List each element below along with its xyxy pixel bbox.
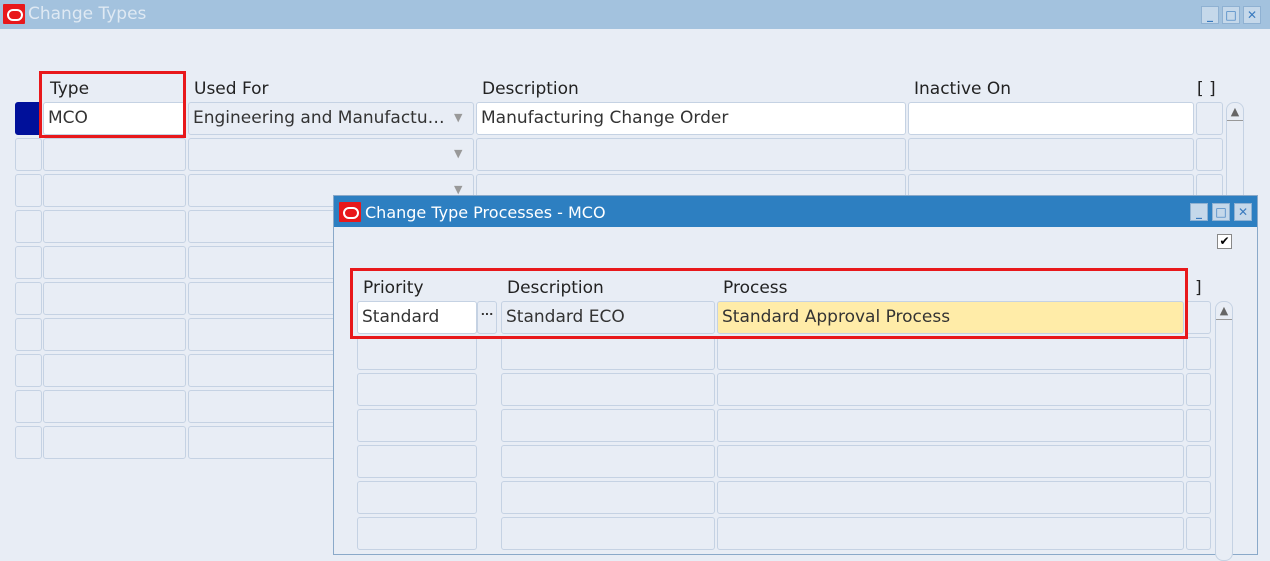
- type-field[interactable]: [43, 138, 186, 171]
- priority-field[interactable]: [357, 409, 477, 442]
- dialog-title-bar: Change Type Processes - MCO _ □ ✕: [334, 196, 1257, 227]
- type-field[interactable]: [43, 318, 186, 351]
- used-for-select[interactable]: [188, 138, 474, 171]
- dropdown-arrow-icon[interactable]: ▼: [454, 111, 463, 124]
- process-field[interactable]: [717, 373, 1184, 406]
- highlight-box-process: [350, 268, 1188, 339]
- priority-field[interactable]: [357, 481, 477, 514]
- dialog-checkbox[interactable]: ✔: [1217, 234, 1232, 249]
- dropdown-arrow-icon[interactable]: ▼: [454, 183, 463, 196]
- record-indicator[interactable]: [15, 102, 42, 135]
- record-indicator[interactable]: [15, 210, 42, 243]
- flex-field[interactable]: [1186, 517, 1211, 550]
- flex-field[interactable]: [1186, 301, 1211, 334]
- col-type-header: Type: [50, 79, 90, 99]
- process-field[interactable]: Standard Approval Process: [717, 301, 1184, 334]
- col-priority-header: Priority: [363, 278, 424, 298]
- window-title: Change Types: [28, 4, 147, 24]
- type-field[interactable]: [43, 354, 186, 387]
- record-indicator[interactable]: [15, 354, 42, 387]
- close-button[interactable]: ✕: [1243, 6, 1261, 24]
- minimize-button[interactable]: _: [1201, 6, 1219, 24]
- dialog-title: Change Type Processes - MCO: [365, 203, 606, 222]
- scroll-up-icon[interactable]: ▲: [1227, 103, 1243, 121]
- col-description-header: Description: [507, 278, 604, 298]
- dialog-maximize-button[interactable]: □: [1212, 203, 1230, 221]
- type-field[interactable]: [43, 210, 186, 243]
- type-field[interactable]: [43, 246, 186, 279]
- priority-field[interactable]: [357, 445, 477, 478]
- description-field[interactable]: [476, 138, 906, 171]
- flex-field[interactable]: [1186, 445, 1211, 478]
- flex-field[interactable]: [1196, 102, 1223, 135]
- flex-field[interactable]: [1186, 481, 1211, 514]
- oracle-logo-icon: [3, 4, 25, 24]
- inactive-on-field[interactable]: [908, 138, 1194, 171]
- type-field[interactable]: [43, 282, 186, 315]
- flex-field-header: ]: [1195, 278, 1202, 298]
- record-indicator[interactable]: [15, 426, 42, 459]
- col-process-header: Process: [723, 278, 788, 298]
- description-field[interactable]: [501, 409, 715, 442]
- lov-button[interactable]: ...: [477, 301, 497, 334]
- flex-field[interactable]: [1186, 409, 1211, 442]
- description-field[interactable]: Standard ECO: [501, 301, 715, 334]
- type-field[interactable]: [43, 390, 186, 423]
- description-field[interactable]: [501, 445, 715, 478]
- flex-field[interactable]: [1186, 373, 1211, 406]
- description-field[interactable]: [501, 517, 715, 550]
- record-indicator[interactable]: [15, 390, 42, 423]
- process-field[interactable]: [717, 517, 1184, 550]
- change-type-processes-dialog: Change Type Processes - MCO _ □ ✕ ✔ Prio…: [333, 195, 1258, 561]
- process-field[interactable]: [717, 445, 1184, 478]
- record-indicator[interactable]: [15, 282, 42, 315]
- priority-field[interactable]: [357, 517, 477, 550]
- oracle-logo-icon: [339, 202, 361, 222]
- description-field[interactable]: [501, 337, 715, 370]
- inactive-on-field[interactable]: [908, 102, 1194, 135]
- description-field[interactable]: Manufacturing Change Order: [476, 102, 906, 135]
- scroll-up-icon[interactable]: ▲: [1216, 302, 1232, 320]
- flex-field[interactable]: [1196, 138, 1223, 171]
- flex-field[interactable]: [1186, 337, 1211, 370]
- dialog-minimize-button[interactable]: _: [1190, 203, 1208, 221]
- highlight-box-type: [39, 71, 186, 138]
- priority-field[interactable]: [357, 373, 477, 406]
- dialog-scrollbar[interactable]: ▲: [1215, 301, 1233, 561]
- process-field[interactable]: [717, 337, 1184, 370]
- type-field[interactable]: [43, 174, 186, 207]
- description-field[interactable]: [501, 481, 715, 514]
- record-indicator[interactable]: [15, 318, 42, 351]
- process-field[interactable]: [717, 409, 1184, 442]
- dialog-close-button[interactable]: ✕: [1234, 203, 1252, 221]
- main-title-bar: Change Types _ □ ✕: [0, 0, 1270, 29]
- process-field[interactable]: [717, 481, 1184, 514]
- priority-field[interactable]: Standard: [357, 301, 477, 334]
- priority-field[interactable]: [357, 337, 477, 370]
- type-field[interactable]: [43, 426, 186, 459]
- flex-field-header: [ ]: [1197, 79, 1216, 99]
- dropdown-arrow-icon[interactable]: ▼: [454, 147, 463, 160]
- maximize-button[interactable]: □: [1222, 6, 1240, 24]
- record-indicator[interactable]: [15, 138, 42, 171]
- col-used-for-header: Used For: [194, 79, 269, 99]
- col-inactive-on-header: Inactive On: [914, 79, 1012, 99]
- record-indicator[interactable]: [15, 246, 42, 279]
- used-for-select[interactable]: Engineering and Manufactu…: [188, 102, 474, 135]
- record-indicator[interactable]: [15, 174, 42, 207]
- description-field[interactable]: [501, 373, 715, 406]
- col-description-header: Description: [482, 79, 579, 99]
